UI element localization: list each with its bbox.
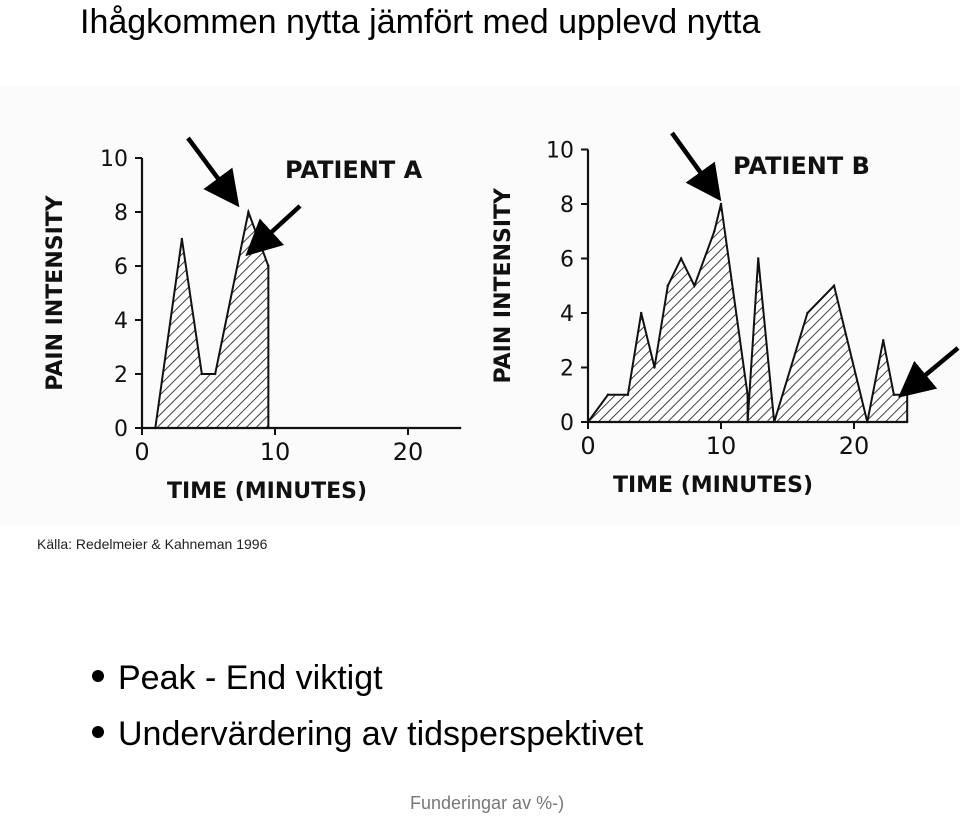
data-point (640, 311, 643, 315)
chart-panel-b: 0 2 4 6 8 10 0 10 20 TIME (MINUTES) PAIN INTENSITY… (491, 131, 960, 498)
annotation-arrow-icon (186, 136, 240, 208)
data-area (155, 212, 269, 428)
data-point (806, 311, 809, 315)
bullet-dot-icon (92, 726, 104, 739)
annotation-arrow-icon (898, 346, 960, 398)
x-tick-label: 10 (260, 438, 291, 466)
data-point (213, 372, 217, 376)
data-point (693, 284, 696, 287)
data-point (832, 284, 836, 287)
chart-panel-a: 0 2 4 6 8 10 0 10 20 TIME (MINUTES) PAIN INTENSITY… (43, 136, 462, 504)
x-tick-label: 20 (393, 438, 424, 466)
source-citation: Källa: Redelmeier & Kahneman 1996 (37, 536, 268, 552)
y-tick-label: 4 (560, 302, 574, 327)
data-point (892, 393, 896, 396)
data-point (719, 202, 723, 206)
data-point (267, 264, 270, 268)
x-tick-label: 20 (839, 432, 870, 460)
bullet-item: Undervärdering av tidsperspektivet (92, 706, 643, 762)
bullet-text: Undervärdering av tidsperspektivet (118, 715, 644, 753)
data-point (180, 237, 184, 241)
chart-title: PATIENT B (733, 152, 870, 180)
bullet-list: Peak - End viktigt Undervärdering av tid… (92, 650, 643, 762)
y-tick-label: 4 (114, 309, 128, 334)
data-point (757, 257, 760, 260)
data-point (653, 366, 656, 369)
data-area (588, 204, 908, 422)
bullet-text: Peak - End viktigt (118, 659, 383, 697)
data-point (882, 339, 885, 342)
chart-title: PATIENT A (285, 156, 423, 184)
data-point (200, 372, 204, 376)
y-tick-label: 0 (560, 411, 574, 436)
data-point (906, 393, 909, 396)
y-tick-label: 2 (114, 363, 128, 388)
data-point (666, 284, 669, 287)
y-tick-label: 8 (560, 193, 574, 218)
x-tick-label: 0 (134, 438, 149, 466)
x-tick-label: 0 (580, 432, 595, 460)
y-tick-label: 0 (114, 417, 128, 442)
y-tick-label: 2 (560, 357, 574, 382)
x-axis-label: TIME (MINUTES) (613, 473, 813, 498)
data-point (746, 393, 749, 396)
data-point (606, 393, 610, 396)
y-tick-label: 10 (546, 139, 574, 164)
annotation-arrow-icon (245, 204, 302, 257)
y-tick-label: 8 (114, 201, 128, 226)
data-point (713, 230, 716, 233)
x-tick-label: 10 (706, 432, 737, 460)
data-point (626, 393, 630, 396)
y-axis-label: PAIN INTENSITY (491, 187, 516, 383)
x-axis-label: TIME (MINUTES) (167, 479, 367, 504)
scanned-figure-background (0, 85, 960, 525)
bullet-dot-icon (92, 670, 104, 683)
data-point (247, 210, 250, 214)
y-tick-label: 6 (114, 255, 128, 280)
bullet-item: Peak - End viktigt (92, 650, 643, 706)
data-point (679, 257, 683, 260)
y-axis-label: PAIN INTENSITY (43, 194, 68, 390)
y-tick-label: 6 (560, 248, 574, 273)
footer-text: Funderingar av %-) (410, 793, 565, 813)
slide-title: Ihågkommen nytta jämfört med upplevd nyt… (80, 3, 761, 41)
annotation-arrow-icon (670, 131, 722, 202)
y-tick-label: 10 (100, 147, 128, 172)
